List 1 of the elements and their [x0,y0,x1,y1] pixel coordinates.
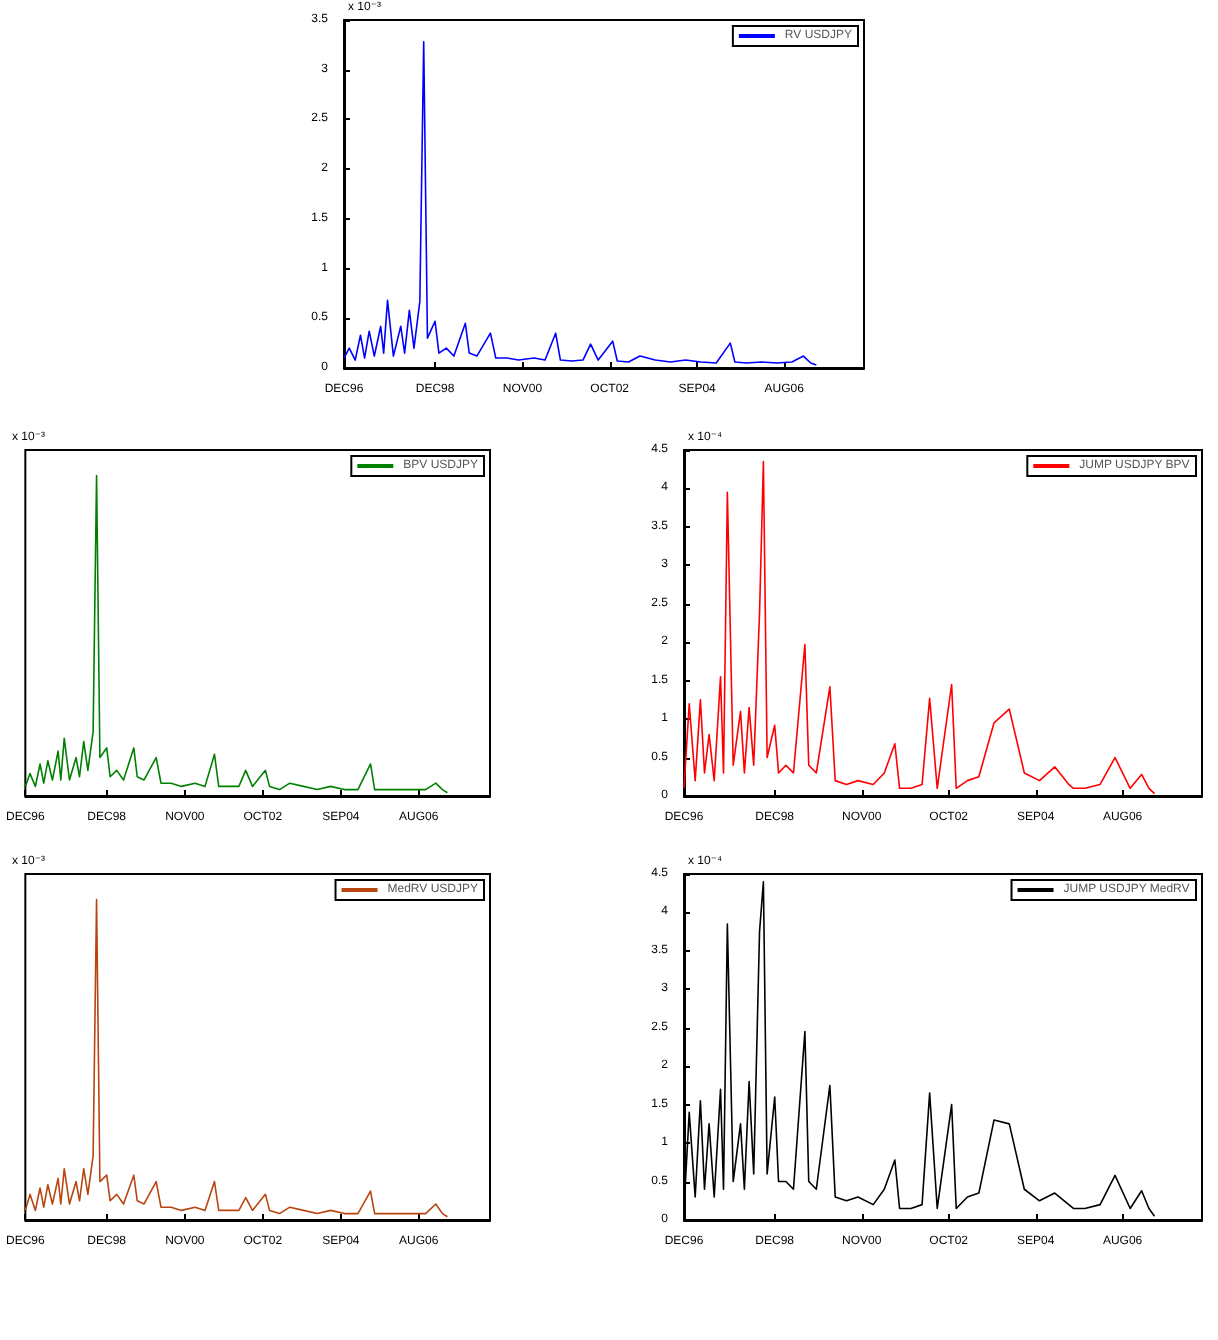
line-series [343,41,818,366]
